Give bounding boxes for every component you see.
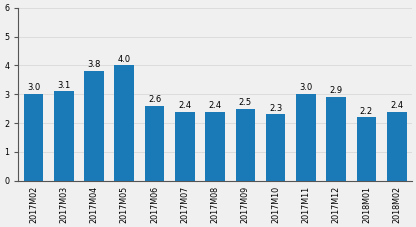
Text: 2.6: 2.6: [148, 95, 161, 104]
Text: 2.2: 2.2: [360, 106, 373, 116]
Text: 3.0: 3.0: [299, 84, 312, 92]
Bar: [145, 106, 164, 181]
Text: 2.3: 2.3: [269, 104, 282, 113]
Bar: [175, 111, 195, 181]
Bar: [114, 65, 134, 181]
Text: 2.4: 2.4: [208, 101, 222, 110]
Text: 3.1: 3.1: [57, 81, 70, 90]
Bar: [296, 94, 316, 181]
Text: 2.4: 2.4: [390, 101, 403, 110]
Text: 2.9: 2.9: [329, 86, 343, 95]
Bar: [235, 109, 255, 181]
Text: 3.0: 3.0: [27, 84, 40, 92]
Text: 2.4: 2.4: [178, 101, 191, 110]
Bar: [266, 114, 285, 181]
Text: 2.5: 2.5: [239, 98, 252, 107]
Text: 4.0: 4.0: [118, 55, 131, 64]
Text: 3.8: 3.8: [87, 60, 101, 69]
Bar: [326, 97, 346, 181]
Bar: [54, 91, 74, 181]
Bar: [205, 111, 225, 181]
Bar: [387, 111, 406, 181]
Bar: [84, 71, 104, 181]
Bar: [357, 117, 376, 181]
Bar: [24, 94, 43, 181]
